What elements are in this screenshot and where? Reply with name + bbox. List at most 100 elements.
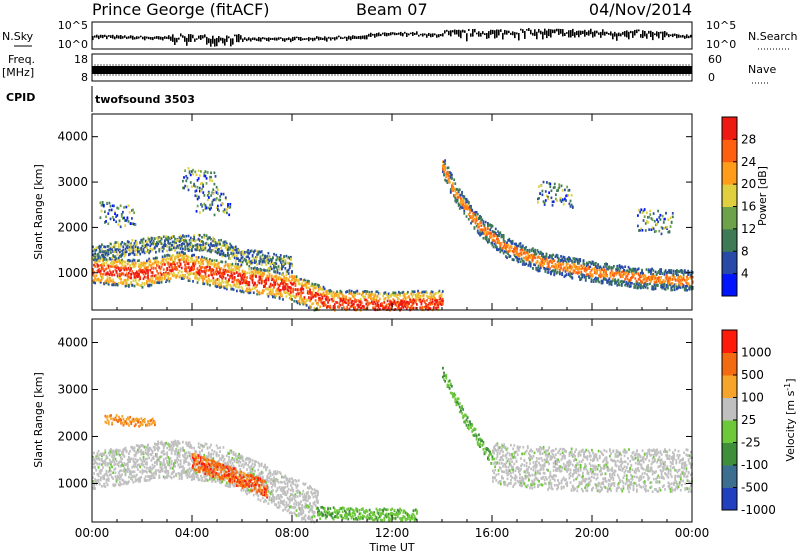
echo-cell xyxy=(639,229,642,232)
echo-cell xyxy=(638,275,641,279)
echo-cell xyxy=(267,277,270,280)
echo-cell xyxy=(550,189,553,193)
echo-cell xyxy=(659,278,661,282)
echo-cell xyxy=(206,170,209,174)
echo-cell xyxy=(315,294,318,297)
echo-cell xyxy=(242,253,245,257)
nsky-sample xyxy=(248,37,250,41)
echo-cell xyxy=(110,265,112,268)
echo-cell xyxy=(132,222,134,226)
echo-cell xyxy=(631,281,633,285)
echo-cell xyxy=(290,286,292,290)
echo-cell xyxy=(150,237,153,240)
echo-cell xyxy=(204,258,207,261)
echo-cell xyxy=(122,282,125,285)
echo-cell xyxy=(215,242,218,246)
echo-cell xyxy=(681,278,684,282)
echo-cell xyxy=(196,277,199,281)
echo-cell xyxy=(544,257,547,260)
echo-cell xyxy=(92,249,94,253)
echo-cell xyxy=(537,255,540,259)
nsky-sample xyxy=(464,30,466,33)
echo-cell xyxy=(282,273,284,277)
echo-cell xyxy=(165,271,167,275)
echo-cell xyxy=(222,192,225,196)
echo-cell xyxy=(193,253,196,257)
echo-cell xyxy=(209,247,211,251)
nsky-sample xyxy=(494,30,496,39)
echo-cell xyxy=(571,266,574,269)
echo-cell xyxy=(446,181,449,184)
echo-cell xyxy=(610,268,613,271)
echo-cell xyxy=(259,255,262,259)
echo-cell xyxy=(171,262,174,266)
echo-cell xyxy=(140,270,143,273)
echo-cell xyxy=(647,270,650,274)
echo-cell xyxy=(237,247,239,251)
echo-cell xyxy=(650,279,652,283)
echo-cell xyxy=(162,271,165,275)
echo-cell xyxy=(652,274,655,278)
echo-cell xyxy=(301,287,304,291)
echo-cell xyxy=(608,265,611,269)
echo-cell xyxy=(233,253,236,257)
echo-cell xyxy=(478,225,480,229)
echo-cell xyxy=(206,265,209,269)
echo-cell xyxy=(516,250,519,254)
echo-cell xyxy=(126,218,129,221)
echo-cell xyxy=(497,241,499,244)
echo-cell xyxy=(105,220,107,223)
echo-cell xyxy=(668,271,670,274)
echo-cell xyxy=(273,276,275,279)
echo-cell xyxy=(98,483,101,486)
echo-cell xyxy=(221,244,224,248)
echo-cell xyxy=(245,289,247,293)
echo-cell xyxy=(573,262,576,266)
echo-cell xyxy=(482,220,485,223)
echo-cell xyxy=(125,267,128,271)
echo-cell xyxy=(106,275,109,279)
nsky-sample xyxy=(672,33,674,38)
echo-cell xyxy=(550,259,552,263)
echo-cell xyxy=(293,281,296,285)
echo-cell xyxy=(130,267,133,270)
echo-cell xyxy=(581,275,584,279)
echo-cell xyxy=(636,268,639,271)
nsky-sample xyxy=(94,35,96,38)
echo-cell xyxy=(207,248,210,252)
echo-cell xyxy=(179,274,182,278)
echo-cell xyxy=(651,275,654,279)
echo-cell xyxy=(174,255,176,259)
echo-cell xyxy=(184,169,187,173)
freq-trace xyxy=(91,64,692,76)
echo-cell xyxy=(471,220,474,223)
echo-cell xyxy=(192,260,194,264)
echo-cell xyxy=(123,267,126,270)
echo-cell xyxy=(558,183,561,186)
echo-cell xyxy=(546,262,549,266)
echo-cell xyxy=(239,258,242,262)
colorbar-segment xyxy=(722,273,737,297)
echo-cell xyxy=(505,246,507,250)
echo-cell xyxy=(577,272,579,275)
echo-cell xyxy=(642,285,645,288)
echo-cell xyxy=(241,281,244,285)
echo-cell xyxy=(201,255,203,259)
nsky-sample xyxy=(302,38,304,41)
echo-cell xyxy=(288,257,291,260)
echo-cell xyxy=(663,281,666,284)
echo-cell xyxy=(319,286,322,289)
echo-cell xyxy=(598,274,601,277)
echo-cell xyxy=(182,277,184,280)
freq-tick-top: 18 xyxy=(74,53,88,66)
echo-cell xyxy=(258,259,261,263)
echo-cell xyxy=(187,167,190,170)
echo-cell xyxy=(456,198,459,202)
echo-cell xyxy=(622,275,624,279)
echo-cell xyxy=(158,240,161,244)
echo-cell xyxy=(210,194,213,197)
echo-cell xyxy=(169,269,172,272)
echo-cell xyxy=(197,247,200,251)
echo-cell xyxy=(144,266,147,269)
echo-cell xyxy=(161,263,164,266)
